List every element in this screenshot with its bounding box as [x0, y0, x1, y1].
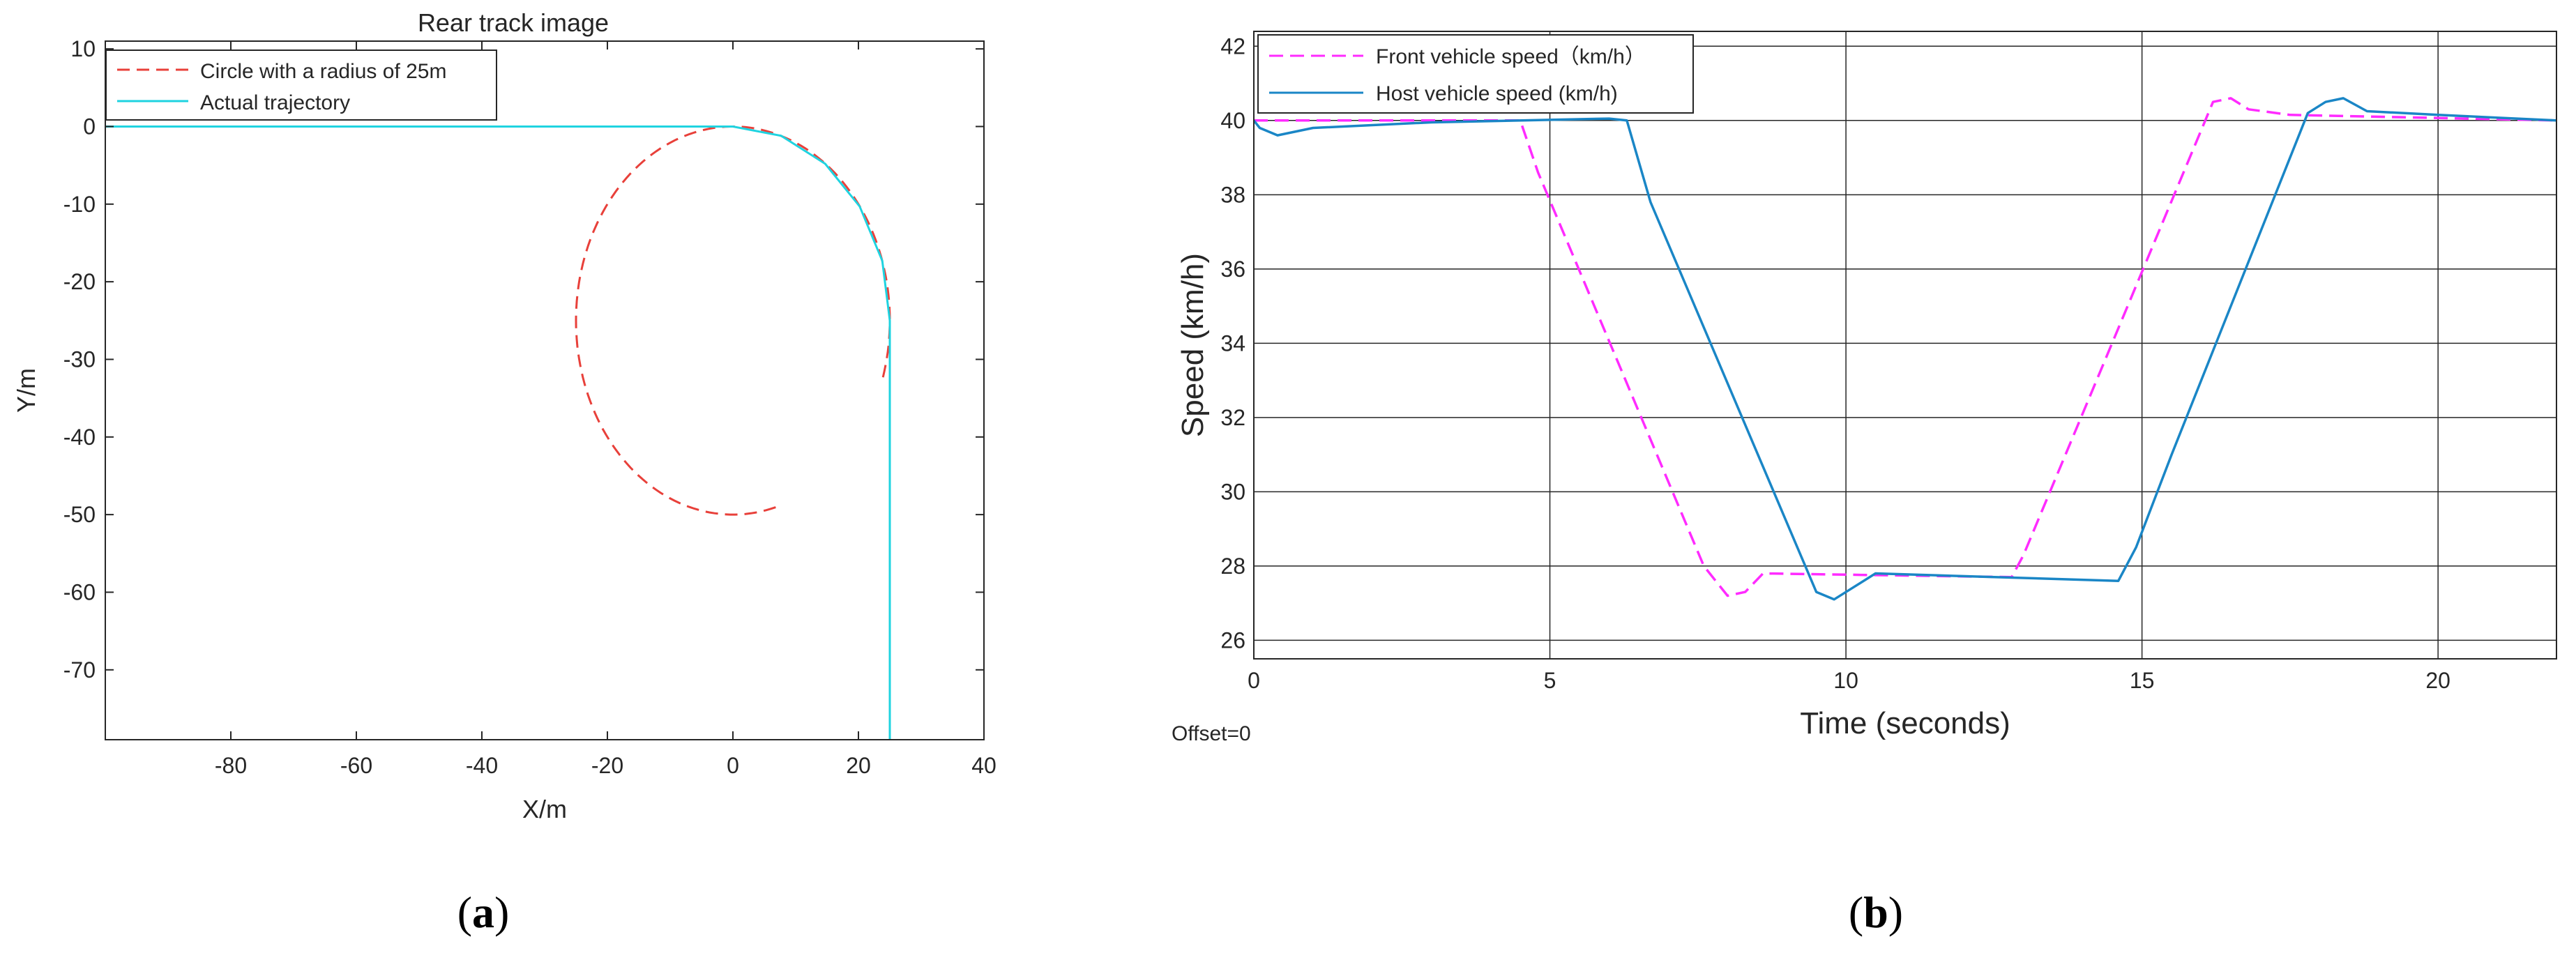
chart-a-ytick-label: -40 [63, 425, 96, 450]
chart-a-series-trajectory [105, 125, 891, 740]
chart-a-ytick-label: -70 [63, 657, 96, 683]
chart-a-xlabel: X/m [522, 795, 567, 823]
chart-a-ytick-label: -60 [63, 579, 96, 604]
chart-b-xtick-label: 5 [1544, 668, 1556, 693]
chart-b-ytick-label: 42 [1220, 33, 1245, 59]
chart-b-xtick-label: 0 [1248, 668, 1260, 693]
panel-a-caption-close: ) [494, 887, 509, 937]
chart-b-ytick-label: 34 [1220, 330, 1245, 356]
chart-b-series-host [1252, 97, 2557, 601]
panel-b-caption: (b) [1849, 887, 1903, 937]
chart-b-xtick-label: 10 [1833, 668, 1858, 693]
chart-b-ytick-label: 38 [1220, 182, 1245, 207]
chart-b-ytick-label: 36 [1220, 257, 1245, 282]
chart-a-ylabel: Y/m [12, 368, 40, 413]
chart-a-ytick-label: -20 [63, 269, 96, 294]
chart-b-ytick-label: 40 [1220, 108, 1245, 133]
chart-a-xtick-label: 0 [727, 753, 739, 778]
panel-b-caption-close: ) [1888, 887, 1903, 937]
chart-a-ytick-label: -30 [63, 346, 96, 372]
panel-a-caption-open: ( [457, 887, 472, 937]
chart-a-ytick-label: -50 [63, 502, 96, 527]
chart-a-xtick-label: -80 [215, 753, 247, 778]
chart-b-xtick-label: 20 [2425, 668, 2450, 693]
chart-a-ytick-label: -10 [63, 192, 96, 217]
chart-b-ylabel: Speed (km/h) [1176, 253, 1210, 437]
panel-a-caption: (a) [457, 887, 510, 937]
chart-b-legend-label-front: Front vehicle speed（km/h） [1376, 45, 1646, 68]
chart-a-xtick-label: -20 [591, 753, 623, 778]
chart-a-legend: Circle with a radius of 25m Actual traje… [105, 49, 497, 121]
chart-a-legend-box [105, 49, 497, 121]
chart-a-xtick-label: 20 [846, 753, 871, 778]
chart-a-xtick-label: 40 [971, 753, 997, 778]
chart-a-xtick-label: -60 [340, 753, 372, 778]
chart-b-xtick-label: 15 [2130, 668, 2155, 693]
chart-b-series-front [1254, 97, 2557, 597]
chart-vehicle-speed: 0 5 10 15 20 26 28 30 32 34 36 38 40 42 Offset=0 Time… [1172, 31, 2557, 745]
chart-b-ytick-label: 26 [1220, 627, 1245, 653]
chart-rear-track: Rear track image -80 -60 -40 -20 0 20 40 10 0 -10… [12, 8, 997, 823]
chart-a-legend-label-trajectory: Actual trajectory [200, 91, 350, 114]
panel-b-caption-open: ( [1849, 887, 1863, 937]
chart-b-ytick-label: 28 [1220, 554, 1245, 579]
chart-a-plot-frame [105, 40, 985, 740]
chart-b-ytick-label: 30 [1220, 479, 1245, 504]
panel-a-caption-letter: a [472, 887, 494, 937]
chart-a-legend-label-circle: Circle with a radius of 25m [200, 60, 446, 83]
chart-b-ytick-label: 32 [1220, 405, 1245, 430]
panel-b-caption-letter: b [1863, 887, 1888, 937]
chart-b-legend: Front vehicle speed（km/h） Host vehicle s… [1257, 34, 1694, 114]
chart-b-legend-box [1257, 34, 1694, 114]
chart-a-xtick-label: -40 [466, 753, 498, 778]
chart-b-annotation: Offset=0 [1172, 722, 1251, 745]
chart-a-title: Rear track image [418, 8, 609, 37]
chart-a-ytick-label: 0 [83, 114, 96, 139]
chart-b-plot-frame [1253, 31, 2557, 660]
chart-a-ytick-label: 10 [70, 36, 96, 61]
chart-b-legend-label-host: Host vehicle speed (km/h) [1376, 82, 1618, 105]
chart-b-xlabel: Time (seconds) [1800, 706, 2010, 740]
